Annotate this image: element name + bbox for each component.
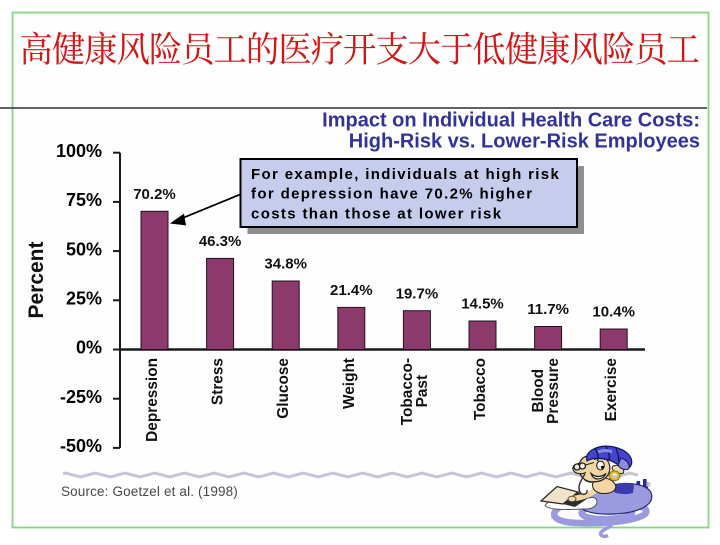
svg-text:11.7%: 11.7% <box>527 301 569 318</box>
svg-text:®: ® <box>646 482 651 489</box>
svg-text:For example, individuals at hi: For example, individuals at high risk <box>251 166 560 183</box>
svg-text:Pressure: Pressure <box>545 358 562 424</box>
svg-text:-25%: -25% <box>60 387 102 407</box>
svg-text:High-Risk vs. Lower-Risk Emplo: High-Risk vs. Lower-Risk Employees <box>349 131 700 153</box>
svg-text:Exercise: Exercise <box>603 358 620 422</box>
svg-text:46.3%: 46.3% <box>199 233 242 250</box>
svg-text:75%: 75% <box>66 190 102 210</box>
svg-text:34.8%: 34.8% <box>264 256 307 273</box>
svg-text:-50%: -50% <box>60 436 102 456</box>
svg-text:Tobacco: Tobacco <box>472 358 489 420</box>
svg-text:Weight: Weight <box>341 358 358 409</box>
svg-text:Past: Past <box>414 375 431 408</box>
svg-text:for depression have 70.2% high: for depression have 70.2% higher <box>251 186 533 203</box>
svg-text:costs than those at lower risk: costs than those at lower risk <box>251 205 502 222</box>
svg-text:70.2%: 70.2% <box>133 186 176 203</box>
svg-text:19.7%: 19.7% <box>396 285 439 302</box>
svg-text:Source: Goetzel et al. (1998): Source: Goetzel et al. (1998) <box>61 484 238 499</box>
svg-text:0%: 0% <box>76 338 102 358</box>
svg-text:Tobacco-: Tobacco- <box>399 358 416 425</box>
svg-text:21.4%: 21.4% <box>330 282 373 299</box>
svg-text:Impact on Individual Health Ca: Impact on Individual Health Care Costs: <box>322 110 700 132</box>
svg-text:25%: 25% <box>66 289 102 309</box>
svg-text:Percent: Percent <box>25 241 48 318</box>
svg-text:14.5%: 14.5% <box>461 296 504 313</box>
svg-text:Glucose: Glucose <box>275 358 292 419</box>
svg-text:100%: 100% <box>56 141 102 161</box>
svg-text:50%: 50% <box>66 239 102 259</box>
svg-text:Blood: Blood <box>530 369 547 413</box>
svg-text:10.4%: 10.4% <box>592 304 635 321</box>
svg-text:Stress: Stress <box>210 358 227 405</box>
svg-text:Depression: Depression <box>144 358 161 442</box>
